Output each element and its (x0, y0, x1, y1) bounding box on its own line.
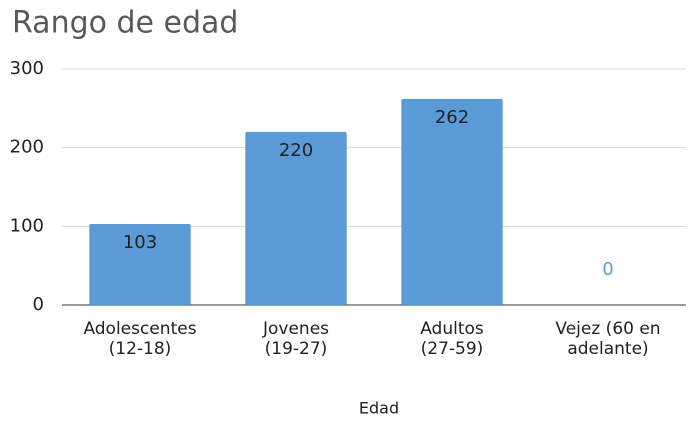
x-tick-label: Jovenes (19-27) (262, 319, 330, 359)
data-label: 103 (123, 232, 157, 253)
x-tick-label: Vejez (60 en adelante) (555, 319, 661, 359)
y-tick-label: 100 (10, 215, 44, 236)
data-label: 0 (602, 259, 613, 280)
x-tick-label: Adolescentes (12-18) (83, 319, 197, 359)
data-label: 262 (435, 107, 469, 128)
y-tick-label: 300 (10, 58, 44, 79)
y-tick-label: 200 (10, 137, 44, 158)
data-label: 220 (279, 140, 313, 161)
chart-title: Rango de edad (12, 6, 238, 41)
bar (89, 223, 191, 305)
bar (245, 131, 347, 305)
x-axis-label: Edad (359, 399, 399, 418)
bar (401, 98, 503, 305)
y-tick-label: 0 (33, 294, 44, 315)
x-tick-label: Adultos (27-59) (420, 319, 484, 359)
